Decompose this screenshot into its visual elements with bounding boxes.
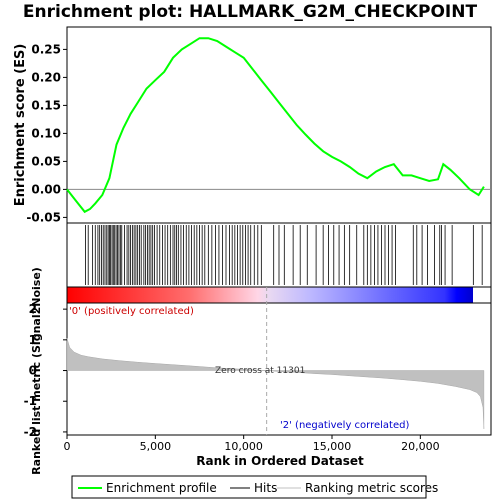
legend-label-enrichment: Enrichment profile bbox=[106, 481, 217, 495]
metric-y-tick-label: -2 bbox=[24, 425, 37, 439]
ranking-metric-area bbox=[66, 338, 485, 429]
metric-plot-frame bbox=[66, 302, 492, 436]
legend: Enrichment profile Hits Ranking metric s… bbox=[71, 475, 438, 499]
metric-panel: -2 -1 0 1 2 0 5,000 10,000 15,000 20,000 '0' (po… bbox=[24, 267, 492, 475]
x-tick-label: 5,000 bbox=[140, 440, 172, 453]
es-y-tick-label: 0.10 bbox=[31, 126, 61, 140]
hits-marks bbox=[85, 225, 483, 285]
metric-y-axis-label: Ranked list metric (Signal2Noise) bbox=[30, 267, 43, 475]
negative-correlated-label: '2' (negatively correlated) bbox=[280, 420, 409, 431]
x-tick-label: 20,000 bbox=[401, 440, 440, 453]
es-y-tick-label: -0.05 bbox=[26, 210, 61, 224]
hits-panel bbox=[66, 222, 492, 288]
x-tick-label: 15,000 bbox=[313, 440, 352, 453]
metric-y-tick-label: 1 bbox=[29, 333, 37, 347]
es-panel: -0.05 0.00 0.05 0.10 0.15 0.20 0.25 Enrichment… bbox=[13, 26, 492, 224]
positive-correlated-label: '0' (positively correlated) bbox=[69, 306, 194, 317]
x-tick-label: 10,000 bbox=[224, 440, 263, 453]
chart-title: Enrichment plot: HALLMARK_G2M_CHECKPOINT bbox=[23, 2, 478, 22]
es-y-tick-label: 0.20 bbox=[31, 70, 61, 84]
metric-y-axis: -2 -1 0 1 2 bbox=[24, 302, 67, 439]
metric-y-tick-label: 0 bbox=[29, 364, 37, 378]
metric-y-tick-label: -1 bbox=[24, 394, 37, 408]
legend-label-ranking: Ranking metric scores bbox=[305, 481, 438, 495]
metric-y-tick-label: 2 bbox=[29, 302, 37, 316]
metric-x-axis: 0 5,000 10,000 15,000 20,000 bbox=[64, 435, 440, 453]
x-tick-label: 0 bbox=[64, 440, 71, 453]
es-y-axis: -0.05 0.00 0.05 0.10 0.15 0.20 0.25 bbox=[26, 42, 67, 224]
es-y-tick-label: 0.05 bbox=[31, 154, 61, 168]
es-y-axis-label: Enrichment score (ES) bbox=[13, 44, 28, 207]
rank-color-bar bbox=[67, 287, 473, 303]
zero-cross-label: Zero cross at 11301 bbox=[215, 366, 305, 376]
rank-color-bar-end bbox=[473, 287, 491, 303]
legend-box bbox=[71, 475, 427, 499]
es-profile-line bbox=[66, 37, 485, 214]
legend-label-hits: Hits bbox=[254, 481, 277, 495]
x-axis-label: Rank in Ordered Dataset bbox=[196, 454, 364, 468]
es-y-tick-label: 0.25 bbox=[31, 42, 61, 56]
es-y-tick-label: 0.15 bbox=[31, 98, 61, 112]
es-y-tick-label: 0.00 bbox=[31, 182, 61, 196]
es-plot-frame bbox=[66, 26, 492, 224]
